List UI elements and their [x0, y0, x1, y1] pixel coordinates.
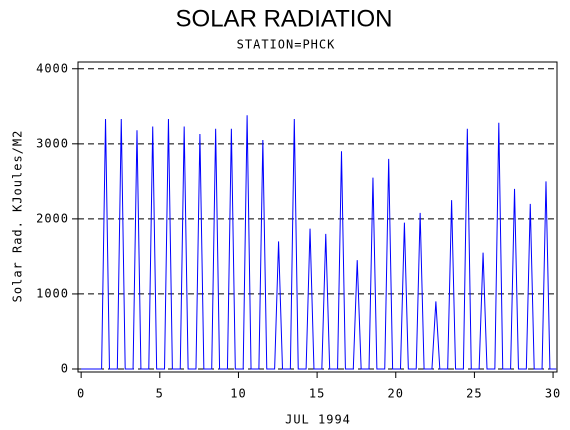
y-tick-label: 0	[61, 361, 69, 375]
x-tick-label: 15	[309, 387, 325, 401]
chart-subtitle: STATION=PHCK	[237, 38, 336, 52]
data-line	[81, 115, 557, 370]
y-tick-label: 3000	[36, 136, 69, 150]
y-tick-label: 2000	[36, 211, 69, 225]
x-axis-label: JUL 1994	[285, 413, 351, 427]
y-axis-label: Solar Rad. KJoules/M2	[11, 130, 25, 303]
x-tick-label: 20	[388, 387, 404, 401]
x-tick-label: 10	[230, 387, 246, 401]
y-tick-label: 4000	[36, 61, 69, 75]
x-tick-label: 30	[545, 387, 561, 401]
x-tick-label: 25	[466, 387, 482, 401]
y-tick-label: 1000	[36, 286, 69, 300]
x-tick-label: 5	[156, 387, 164, 401]
chart-title: SOLAR RADIATION	[176, 5, 393, 32]
x-tick-label: 0	[77, 387, 85, 401]
